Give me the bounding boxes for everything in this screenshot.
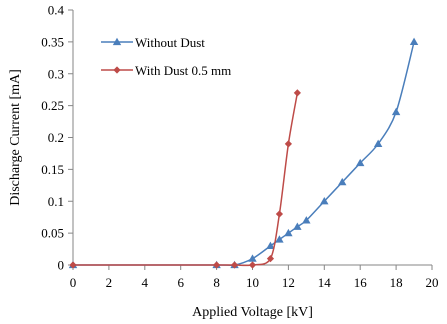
data-point — [409, 37, 419, 46]
data-point — [356, 158, 365, 167]
data-point — [284, 140, 292, 148]
x-tick-label: 6 — [177, 275, 184, 290]
data-point — [302, 216, 311, 224]
y-tick-label: 0.2 — [48, 130, 64, 145]
x-tick-label: 2 — [106, 275, 113, 290]
y-tick-label: 0.25 — [41, 98, 64, 113]
y-tick-label: 0.05 — [41, 226, 64, 241]
data-point — [293, 222, 302, 230]
series-line — [72, 41, 415, 267]
legend-marker — [113, 66, 121, 74]
y-tick-label: 0.35 — [41, 34, 64, 49]
legend-entry-1: Without Dust — [101, 35, 205, 50]
series-1 — [68, 37, 419, 269]
data-point — [275, 235, 284, 243]
legend-label: With Dust 0.5 mm — [135, 63, 231, 78]
data-point — [266, 241, 275, 250]
data-point — [338, 177, 347, 186]
data-point — [213, 261, 221, 269]
data-point — [248, 254, 257, 262]
series-line — [72, 92, 299, 267]
legend-label: Without Dust — [135, 35, 205, 50]
series-layer — [68, 37, 419, 269]
x-axis-title: Applied Voltage [kV] — [192, 305, 313, 320]
data-point — [391, 107, 401, 116]
x-tick-label: 14 — [318, 275, 332, 290]
legend: Without Dust With Dust 0.5 mm — [101, 35, 231, 78]
x-tick-label: 10 — [246, 275, 259, 290]
data-point — [293, 89, 301, 97]
x-tick-label: 4 — [142, 275, 149, 290]
x-tick-label: 12 — [282, 275, 295, 290]
legend-entry-2: With Dust 0.5 mm — [101, 63, 231, 78]
y-tick-label: 0.4 — [48, 3, 65, 18]
data-point — [284, 228, 293, 237]
y-tick-label: 0.3 — [48, 66, 64, 81]
legend-marker — [112, 37, 122, 46]
x-tick-label: 16 — [354, 275, 368, 290]
y-tick-label: 0.1 — [48, 194, 64, 209]
data-point — [69, 261, 77, 269]
x-tick-label: 0 — [70, 275, 77, 290]
y-tick-label: 0 — [58, 258, 65, 273]
data-point — [320, 197, 329, 205]
x-tick-label: 18 — [390, 275, 403, 290]
series-2 — [69, 89, 301, 269]
data-point — [373, 139, 383, 148]
x-tick-label: 8 — [213, 275, 220, 290]
y-tick-label: 0.15 — [41, 162, 64, 177]
data-point — [266, 255, 275, 263]
x-tick-label: 20 — [426, 275, 439, 290]
data-point — [230, 261, 239, 269]
y-axis-title: Discharge Current [mA] — [8, 69, 23, 206]
data-point — [248, 261, 257, 269]
axes: 0 2 4 6 8 10 12 14 16 18 20 0 0.05 0.1 0.15 0.2 0.25 0.3 0… — [41, 3, 438, 291]
data-point — [275, 210, 284, 218]
